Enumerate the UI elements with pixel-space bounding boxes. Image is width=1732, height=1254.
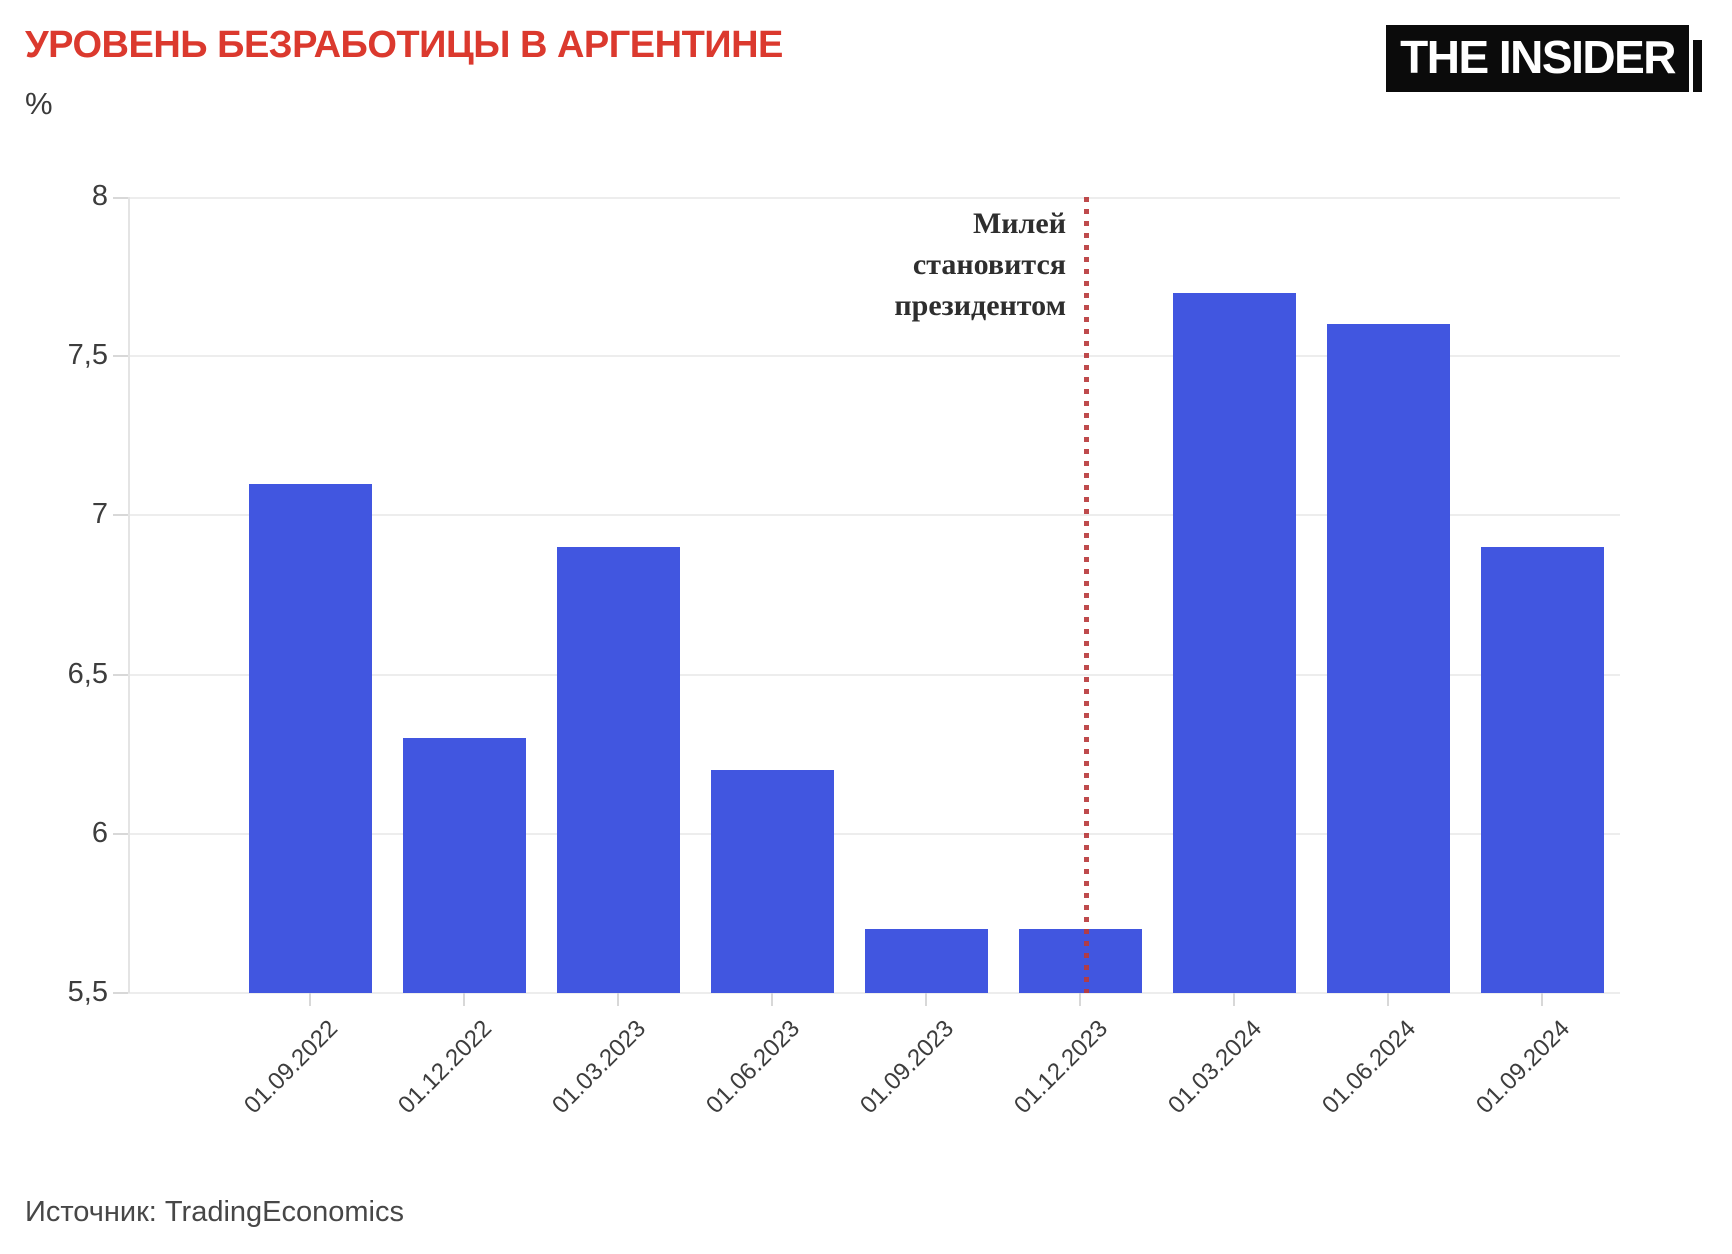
- event-annotation-line: становится: [912, 248, 1066, 281]
- y-axis-line: [128, 197, 130, 993]
- y-axis-tick: [113, 674, 128, 676]
- y-axis-tick-label: 7: [91, 497, 108, 530]
- chart-bar-01.09.2024: [1480, 547, 1604, 993]
- x-axis-tick: [617, 993, 619, 1006]
- event-annotation: Милей становится президентом: [128, 203, 1066, 326]
- x-axis-tick: [1233, 993, 1235, 1006]
- chart-bar-01.06.2024: [1326, 324, 1450, 993]
- x-axis-tick: [1387, 993, 1389, 1006]
- the-insider-logo: THE INSIDER: [1386, 25, 1702, 92]
- y-axis-tick: [113, 833, 128, 835]
- y-axis-tick-label: 5,5: [67, 975, 108, 1008]
- y-axis-tick: [113, 514, 128, 516]
- source-credit: Источник: TradingEconomics: [25, 1196, 404, 1228]
- chart-bar-01.03.2023: [556, 547, 680, 993]
- chart-bar-01.12.2022: [402, 738, 526, 993]
- gridline-y-8: [128, 197, 1620, 199]
- y-axis-tick: [113, 992, 128, 994]
- gridline-y-7,5: [128, 355, 1620, 357]
- event-annotation-line: президентом: [894, 289, 1066, 322]
- x-axis-tick: [1541, 993, 1543, 1006]
- x-axis-tick: [463, 993, 465, 1006]
- gridline-y-6: [128, 833, 1620, 835]
- chart-title: УРОВЕНЬ БЕЗРАБОТИЦЫ В АРГЕНТИНЕ: [25, 24, 783, 66]
- x-axis-tick: [925, 993, 927, 1006]
- x-axis-tick: [1079, 993, 1081, 1006]
- x-axis-tick: [771, 993, 773, 1006]
- logo-cursor-bar: [1693, 40, 1702, 92]
- y-axis-tick-label: 6,5: [67, 657, 108, 690]
- x-axis-tick: [309, 993, 311, 1006]
- chart-bar-01.12.2023: [1018, 929, 1142, 993]
- y-axis-tick-label: 8: [91, 179, 108, 212]
- plot-area: Милей становится президентом 5,5 6 6,5 7 7,5…: [68, 180, 1620, 1119]
- gridline-y-5,5: [128, 992, 1620, 994]
- chart-bar-01.09.2022: [248, 483, 372, 993]
- chart-bar-01.06.2023: [710, 770, 834, 993]
- chart-bar-01.03.2024: [1172, 292, 1296, 993]
- milei-event-line: [1084, 197, 1089, 993]
- event-annotation-line: Милей: [972, 207, 1066, 240]
- y-axis-tick: [113, 197, 128, 199]
- chart-bar-01.09.2023: [864, 929, 988, 993]
- gridline-y-6,5: [128, 674, 1620, 676]
- y-axis-unit-label: %: [25, 86, 53, 121]
- y-axis-tick-label: 6: [91, 816, 108, 849]
- logo-text: THE INSIDER: [1386, 25, 1689, 92]
- y-axis-tick: [113, 355, 128, 357]
- gridline-y-7: [128, 514, 1620, 516]
- y-axis-tick-label: 7,5: [67, 338, 108, 371]
